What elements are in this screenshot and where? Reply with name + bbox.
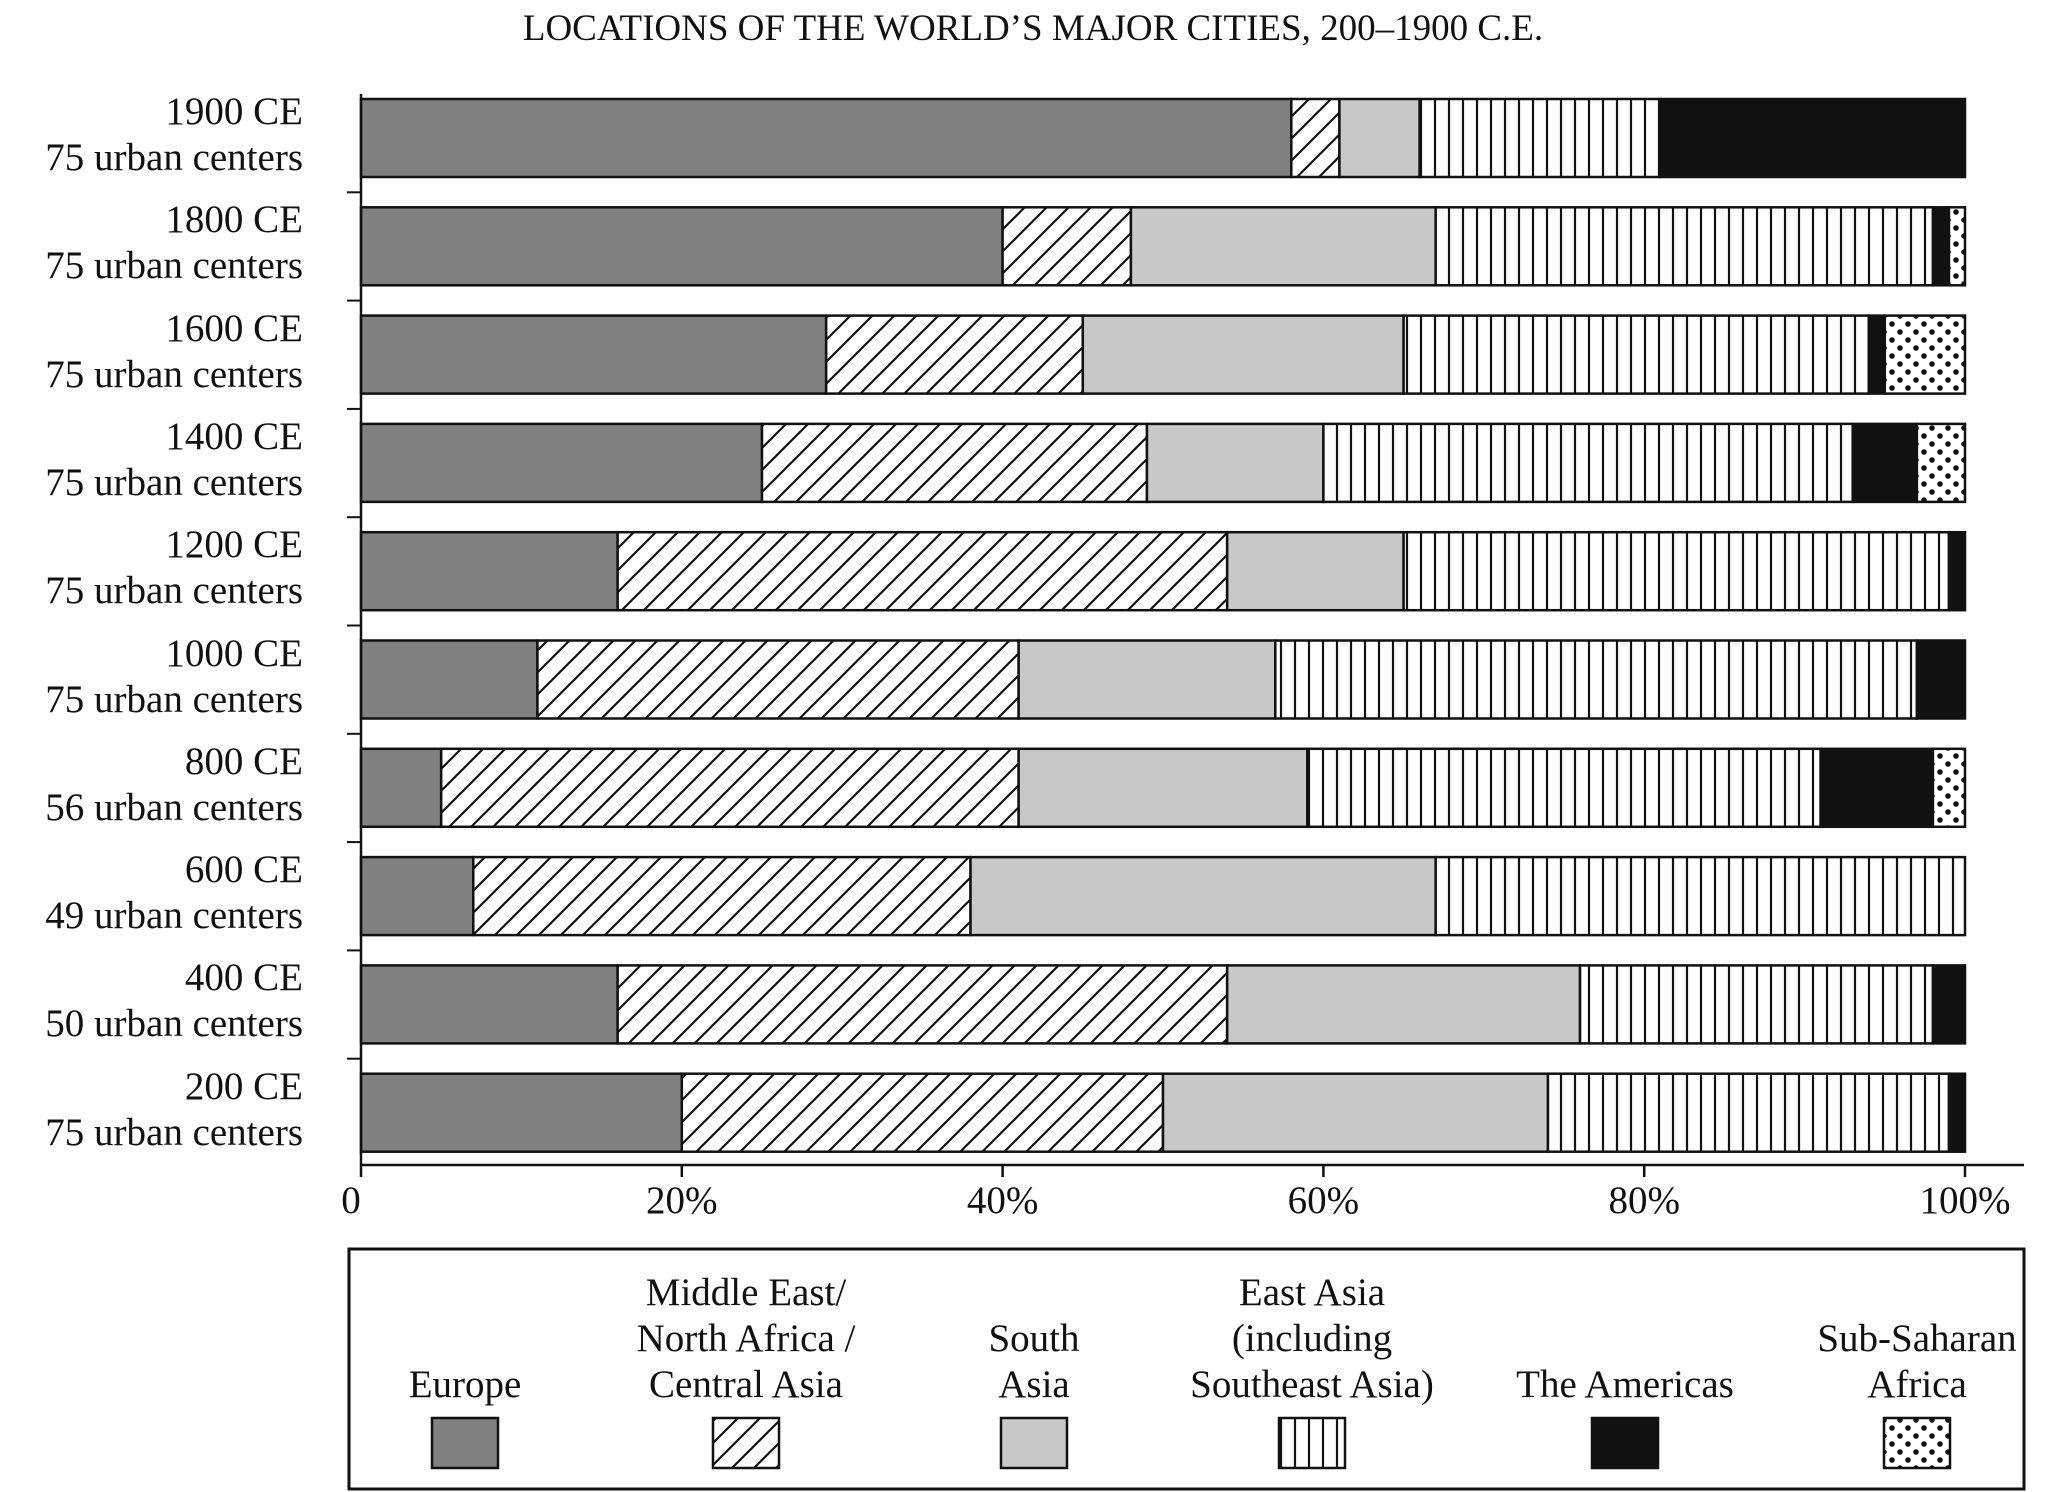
legend-swatch xyxy=(1590,1416,1660,1470)
bar-segment xyxy=(1851,422,1919,504)
bar-segment xyxy=(1867,314,1887,395)
category-label: 1400 CE 75 urban centers xyxy=(45,414,303,504)
bar-segment xyxy=(969,855,1437,937)
legend-swatch xyxy=(1277,1416,1347,1470)
bar-segment xyxy=(1274,639,1919,720)
bar-segment xyxy=(359,747,443,829)
bar-segment xyxy=(359,1072,684,1153)
bar-segment xyxy=(616,530,1229,612)
bar-segment xyxy=(1290,97,1341,179)
bar-segment xyxy=(1883,314,1967,395)
bar-segment xyxy=(680,1072,1165,1153)
bar-segment xyxy=(1338,97,1421,179)
bar-segment xyxy=(1931,964,1967,1045)
category-label: 1200 CE 75 urban centers xyxy=(45,523,303,613)
bar-segment xyxy=(1402,314,1871,395)
bar-segment xyxy=(824,314,1085,395)
bar-segment xyxy=(1081,314,1405,395)
bar-segment xyxy=(1546,1072,1951,1153)
category-label: 400 CE 50 urban centers xyxy=(45,956,303,1046)
bar-segment xyxy=(1129,206,1437,287)
category-label: 800 CE 56 urban centers xyxy=(45,739,303,829)
bar-segment xyxy=(359,97,1293,179)
bar-segment xyxy=(1931,747,1967,829)
bar-segment xyxy=(1915,639,1967,720)
bar-segment xyxy=(1225,964,1582,1045)
bar-segment xyxy=(1017,639,1277,720)
bar-segment xyxy=(1947,530,1967,612)
bar-segment xyxy=(1947,1072,1967,1153)
bar-segment xyxy=(616,964,1229,1045)
bar-segment xyxy=(359,964,619,1045)
category-label: 1000 CE 75 urban centers xyxy=(45,631,303,721)
bar-segment xyxy=(1145,422,1325,504)
category-label: 1800 CE 75 urban centers xyxy=(45,198,303,288)
legend-swatch xyxy=(711,1416,781,1470)
category-label: 600 CE 49 urban centers xyxy=(45,848,303,938)
bar-segment xyxy=(1578,964,1935,1045)
bar-segment xyxy=(359,206,1004,287)
category-label: 1900 CE 75 urban centers xyxy=(45,90,303,179)
legend-swatch xyxy=(430,1416,500,1470)
x-tick-label: 100% xyxy=(1919,1179,2011,1222)
bar-segment xyxy=(1819,747,1935,829)
legend-label: Sub-Saharan Africa xyxy=(1817,1317,2017,1406)
bar-segment xyxy=(1306,747,1822,829)
bar-segment xyxy=(1947,206,1967,287)
x-tick-label: 80% xyxy=(1608,1179,1680,1222)
x-tick-label: 20% xyxy=(646,1179,718,1222)
bar-segment xyxy=(1161,1072,1550,1153)
bar-segment xyxy=(472,855,972,937)
chart-title: LOCATIONS OF THE WORLD’S MAJOR CITIES, 2… xyxy=(522,8,1544,49)
bar-segment xyxy=(1434,206,1935,287)
bar-segment xyxy=(1658,97,1967,179)
bar-segment xyxy=(1322,422,1854,504)
legend-swatch xyxy=(999,1416,1069,1470)
category-label: 1600 CE 75 urban centers xyxy=(45,306,303,396)
legend-label: The Americas xyxy=(1516,1363,1734,1406)
bar-segment xyxy=(439,747,1020,829)
bar-segment xyxy=(359,422,764,504)
legend-label: Europe xyxy=(408,1363,522,1406)
x-tick-label: 60% xyxy=(1287,1179,1360,1222)
bar-segment xyxy=(1931,206,1951,287)
bar-segment xyxy=(760,422,1149,504)
x-tick-label: 40% xyxy=(966,1179,1039,1222)
category-label: 200 CE 75 urban centers xyxy=(45,1064,303,1154)
legend-label: East Asia (including Southeast Asia) xyxy=(1190,1271,1434,1406)
bar-segment xyxy=(1017,747,1309,829)
bar-segment xyxy=(1225,530,1405,612)
bar-segment xyxy=(536,639,1020,720)
bar-segment xyxy=(1001,206,1133,287)
bar-segment xyxy=(359,639,539,720)
legend-label: Middle East/ North Africa / Central Asia xyxy=(636,1271,856,1406)
legend-swatch xyxy=(1882,1416,1952,1470)
bar-segment xyxy=(1915,422,1967,504)
bar-segment xyxy=(359,530,619,612)
legend-box xyxy=(347,1247,2026,1491)
x-tick-label: 0 xyxy=(341,1179,361,1222)
bar-segment xyxy=(1402,530,1951,612)
bar-segment xyxy=(1418,97,1662,179)
legend-label: South Asia xyxy=(988,1317,1080,1406)
bar-segment xyxy=(359,314,828,395)
bar-segment xyxy=(359,855,475,937)
bar-segment xyxy=(1434,855,1967,937)
